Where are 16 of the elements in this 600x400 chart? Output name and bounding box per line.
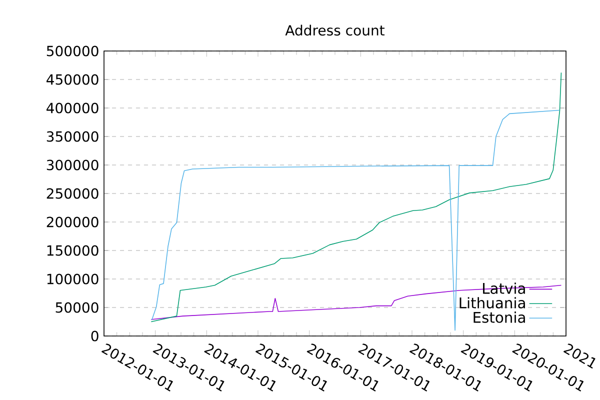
y-tick-label: 400000 bbox=[46, 102, 98, 114]
chart-title: Address count bbox=[285, 24, 385, 36]
y-tick-label: 200000 bbox=[46, 216, 98, 228]
legend-label: Lithuania bbox=[460, 297, 525, 308]
y-tick-label: 150000 bbox=[47, 245, 98, 256]
y-tick-label: 0 bbox=[91, 330, 98, 342]
y-tick-label: 500000 bbox=[46, 46, 98, 56]
legend-label: Estonia bbox=[474, 312, 525, 323]
y-tick-label: 100000 bbox=[47, 274, 98, 284]
y-tick-label: 450000 bbox=[46, 74, 98, 85]
y-tick-label: 350000 bbox=[46, 131, 98, 142]
y-tick-label: 250000 bbox=[46, 188, 98, 199]
y-tick-label: 300000 bbox=[46, 160, 98, 170]
line-series bbox=[150, 72, 562, 322]
y-tick-label: 50000 bbox=[56, 302, 98, 313]
line-series bbox=[151, 110, 560, 331]
